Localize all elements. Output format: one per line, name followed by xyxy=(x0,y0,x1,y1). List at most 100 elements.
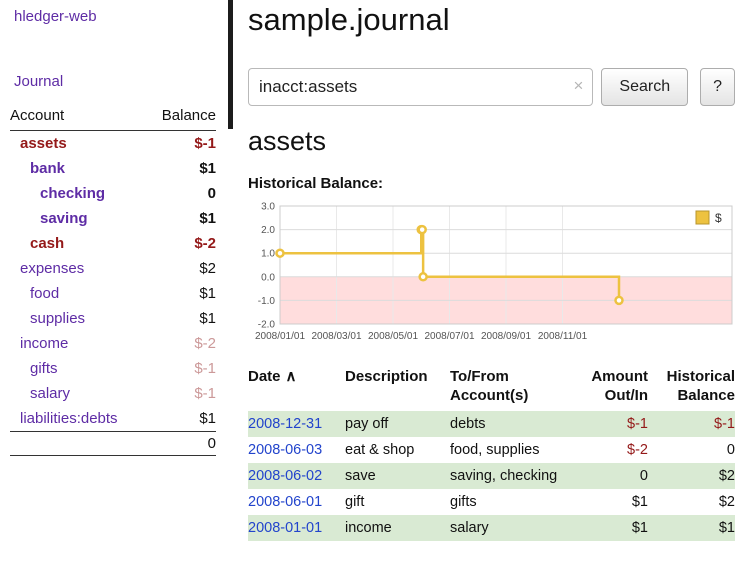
sidebar-account-gifts[interactable]: gifts xyxy=(30,360,58,377)
x-axis-tick-label: 2008/11/01 xyxy=(538,331,588,342)
accounts-header-row: Account Balance xyxy=(10,104,216,131)
chart-point-marker xyxy=(275,248,285,258)
account-balance: 0 xyxy=(207,185,216,202)
register-row: 2008-06-01 gift gifts $1 $2 xyxy=(248,489,735,515)
register-header-date[interactable]: Date ∧ xyxy=(248,365,345,411)
chart-canvas: 2008/01/01 2008/03/01 2008/05/01 2008/07/01… xyxy=(255,202,733,342)
register-cell-description: gift xyxy=(345,494,365,510)
register-header-description: Description xyxy=(345,368,428,385)
register-cell-account: food, supplies xyxy=(450,442,540,458)
register-cell-balance: $2 xyxy=(718,468,735,484)
accounts-table: Account Balance assets $-1 bank $1 checking 0… xyxy=(10,104,216,456)
sidebar-account-liabilities-debts[interactable]: liabilities:debts xyxy=(20,410,118,427)
account-balance: $1 xyxy=(199,310,216,327)
sidebar-account-income[interactable]: income xyxy=(20,335,69,352)
x-axis-tick-label: 2008/07/01 xyxy=(424,331,474,342)
accounts-total-balance: 0 xyxy=(146,431,216,456)
register-header-date-label: Date xyxy=(248,368,281,385)
chart-plot-border xyxy=(279,205,733,325)
x-axis-tick-label: 2008/09/01 xyxy=(481,331,531,342)
register-cell-description: income xyxy=(345,520,392,536)
account-balance: $-1 xyxy=(194,135,216,152)
search-form: × Search ? xyxy=(248,68,735,106)
hledger-web-app: hledger-web Journal Account Balance asse… xyxy=(0,0,735,541)
account-row: assets $-1 xyxy=(10,131,216,157)
historical-balance-chart: 2008/01/01 2008/03/01 2008/05/01 2008/07/01… xyxy=(248,200,735,353)
account-row: supplies $1 xyxy=(10,306,216,331)
y-axis-tick-label: -1.0 xyxy=(258,296,276,307)
register-cell-amount: $1 xyxy=(631,494,648,510)
sidebar: hledger-web Journal Account Balance asse… xyxy=(0,0,232,541)
register-header-balance: Historical Balance xyxy=(666,368,735,404)
chart-point-marker xyxy=(614,295,624,306)
register-row: 2008-01-01 income salary $1 $1 xyxy=(248,515,735,541)
sidebar-account-cash[interactable]: cash xyxy=(30,235,65,252)
page-title: sample.journal xyxy=(248,2,450,37)
legend-label: $ xyxy=(715,211,722,225)
accounts-header-balance: Balance xyxy=(146,104,216,131)
chart-title: Historical Balance: xyxy=(248,175,384,192)
chart-point-marker xyxy=(418,272,428,282)
account-heading: assets xyxy=(248,126,327,156)
sidebar-account-salary[interactable]: salary xyxy=(30,385,71,402)
accounts-total-spacer xyxy=(10,431,147,456)
y-axis-tick-label: 1.0 xyxy=(261,249,275,260)
account-row: cash $-2 xyxy=(10,231,216,256)
account-row: salary $-1 xyxy=(10,381,216,406)
register-row: 2008-06-02 save saving, checking 0 $2 xyxy=(248,463,735,489)
help-button[interactable]: ? xyxy=(700,68,735,106)
register-date-link[interactable]: 2008-12-31 xyxy=(248,416,323,432)
sidebar-account-food[interactable]: food xyxy=(30,285,60,302)
register-header-row: Date ∧ Description To/From Account(s) Amo… xyxy=(248,365,735,411)
account-row: income $-2 xyxy=(10,331,216,356)
register-cell-date: 2008-06-03 xyxy=(248,437,345,463)
y-axis-tick-label: 3.0 xyxy=(261,202,275,213)
accounts-total-row: 0 xyxy=(10,431,216,456)
clear-search-icon[interactable]: × xyxy=(573,76,584,95)
accounts-header-account: Account xyxy=(10,104,147,131)
sidebar-account-checking[interactable]: checking xyxy=(40,185,106,202)
account-balance: $2 xyxy=(199,260,216,277)
register-cell-date: 2008-01-01 xyxy=(248,515,345,541)
register-date-link[interactable]: 2008-06-03 xyxy=(248,442,323,458)
register-cell-balance: $1 xyxy=(718,520,735,536)
account-row: liabilities:debts $1 xyxy=(10,406,216,432)
register-cell-amount: 0 xyxy=(639,468,648,484)
sidebar-account-supplies[interactable]: supplies xyxy=(30,310,86,327)
account-row: expenses $2 xyxy=(10,256,216,281)
register-cell-account: debts xyxy=(450,416,486,432)
search-button[interactable]: Search xyxy=(601,68,689,106)
register-cell-description: save xyxy=(345,468,376,484)
register-cell-amount: $1 xyxy=(631,520,648,536)
account-row: gifts $-1 xyxy=(10,356,216,381)
register-date-link[interactable]: 2008-01-01 xyxy=(248,520,323,536)
search-box: × xyxy=(248,68,594,106)
register-cell-account: gifts xyxy=(450,494,477,510)
sidebar-account-saving[interactable]: saving xyxy=(40,210,88,227)
register-header-amount: Amount Out/In xyxy=(591,368,648,404)
account-balance: $-2 xyxy=(194,235,216,252)
app-title-link[interactable]: hledger-web xyxy=(14,8,97,25)
main-content: sample.journal × Search ? assets Histori… xyxy=(248,0,735,541)
sidebar-scrollbar[interactable] xyxy=(228,0,233,129)
register-cell-balance: $2 xyxy=(718,494,735,510)
register-date-link[interactable]: 2008-06-01 xyxy=(248,494,323,510)
sidebar-account-bank[interactable]: bank xyxy=(30,160,66,177)
account-row: saving $1 xyxy=(10,206,216,231)
register-cell-description: pay off xyxy=(345,416,389,432)
account-balance: $1 xyxy=(199,410,216,427)
y-axis-tick-label: 0.0 xyxy=(261,272,275,283)
account-balance: $1 xyxy=(199,210,216,227)
account-balance: $-2 xyxy=(194,335,216,352)
register-table: Date ∧ Description To/From Account(s) Amo… xyxy=(248,365,735,541)
chart-point-marker xyxy=(417,224,427,235)
account-row: checking 0 xyxy=(10,181,216,206)
sidebar-account-expenses[interactable]: expenses xyxy=(20,260,85,277)
register-cell-account: saving, checking xyxy=(450,468,558,484)
sidebar-item-journal[interactable]: Journal xyxy=(14,73,64,90)
search-input[interactable] xyxy=(248,68,594,106)
account-balance: $-1 xyxy=(194,385,216,402)
y-axis-tick-label: 2.0 xyxy=(261,225,275,236)
register-date-link[interactable]: 2008-06-02 xyxy=(248,468,323,484)
sidebar-account-assets[interactable]: assets xyxy=(20,135,67,152)
